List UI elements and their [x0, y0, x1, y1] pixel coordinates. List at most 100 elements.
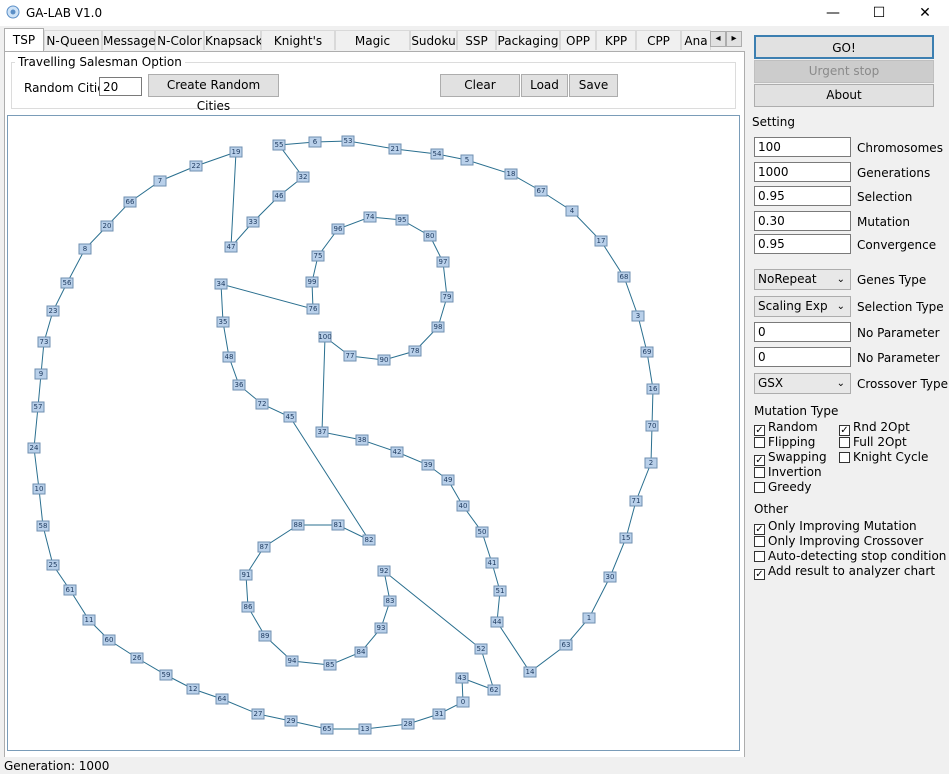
tsp-route-plot: 55 6 5321545186741768369167027115301631444… [27, 135, 660, 735]
svg-text:89: 89 [261, 632, 270, 640]
tab-message[interactable]: Message [102, 30, 156, 50]
city-node: 60 [102, 634, 116, 646]
city-node: 96 [331, 223, 345, 235]
tab-knights-tour[interactable]: Knight's Tour [261, 30, 335, 68]
checkbox-label: Only Improving Crossover [768, 534, 924, 548]
svg-text:49: 49 [444, 476, 453, 484]
tab-ssp[interactable]: SSP [457, 30, 496, 50]
tsp-canvas[interactable]: 55 6 53 21 54 5 18 67 4 17 68 3 69 16 70 2 71 15 30 1 63 14 44… [7, 115, 740, 751]
svg-text:95: 95 [398, 216, 407, 224]
city-node: 71 [629, 495, 643, 507]
tab-scroll-left-button[interactable]: ◂ [710, 31, 726, 47]
tab-tsp[interactable]: TSP [4, 28, 44, 52]
svg-text:5: 5 [465, 156, 469, 164]
tab-packaging[interactable]: Packaging [496, 30, 560, 50]
parameter-2-input[interactable]: 0 [754, 347, 851, 367]
tab-knapsack[interactable]: Knapsack [204, 30, 263, 50]
mutation-random-checkbox[interactable]: ✓ Random [754, 420, 818, 436]
tab-opp[interactable]: OPP [560, 30, 596, 50]
city-node: 84 [354, 646, 368, 658]
random-cities-input[interactable]: 20 [99, 77, 142, 96]
selection-type-select[interactable]: Scaling Exp ⌄ [754, 296, 851, 317]
svg-text:0: 0 [461, 698, 465, 706]
city-node: 12 [186, 683, 200, 695]
checkbox-label: Full 2Opt [853, 435, 907, 449]
city-node: 24 [27, 442, 41, 454]
tab-kpp[interactable]: KPP [596, 30, 636, 50]
minimize-button[interactable]: — [826, 5, 840, 21]
tab-n-color[interactable]: N-Color [155, 30, 204, 50]
svg-text:2: 2 [649, 459, 653, 467]
genes-type-select[interactable]: NoRepeat ⌄ [754, 269, 851, 290]
go-button[interactable]: GO! [754, 35, 934, 59]
svg-text:3: 3 [636, 312, 640, 320]
city-node: 27 [251, 708, 265, 720]
mutation-invertion-checkbox[interactable]: Invertion [754, 465, 822, 480]
mutation-full-2opt-checkbox[interactable]: Full 2Opt [839, 435, 907, 450]
city-node: 22 [189, 160, 203, 172]
tab-cpp[interactable]: CPP [636, 30, 681, 50]
auto-detect-stop-checkbox[interactable]: Auto-detecting stop condition [754, 549, 946, 564]
city-node: 70 [645, 420, 659, 432]
city-node: 55 [272, 139, 286, 151]
city-node: 14 [523, 666, 537, 678]
tab-scroll-right-button[interactable]: ▸ [726, 31, 742, 47]
selection-input[interactable]: 0.95 [754, 186, 851, 206]
tab-sudoku[interactable]: Sudoku [410, 30, 457, 50]
city-node: 69 [640, 346, 654, 358]
create-random-cities-button[interactable]: Create Random Cities [148, 74, 279, 113]
svg-text:50: 50 [478, 528, 487, 536]
city-node: 73 [37, 336, 51, 348]
city-node: 76 [306, 303, 320, 315]
tab-n-queen[interactable]: N-Queen [44, 30, 102, 50]
mutation-flipping-checkbox[interactable]: Flipping [754, 435, 815, 450]
city-node: 85 [323, 659, 337, 671]
tab-magic-square[interactable]: Magic Square [335, 30, 410, 68]
about-button[interactable]: About [754, 84, 934, 107]
parameter-1-input[interactable]: 0 [754, 322, 851, 342]
mutation-input[interactable]: 0.30 [754, 211, 851, 231]
city-node: 3 [631, 310, 645, 322]
urgent-stop-button[interactable]: Urgent stop [754, 60, 934, 83]
mutation-greedy-checkbox[interactable]: Greedy [754, 480, 811, 495]
maximize-button[interactable]: ☐ [872, 5, 886, 21]
checkbox-label: Swapping [768, 450, 827, 464]
svg-text:51: 51 [496, 587, 505, 595]
generations-input[interactable]: 1000 [754, 162, 851, 182]
chromosomes-input[interactable]: 100 [754, 137, 851, 157]
city-node: 77 [343, 350, 357, 362]
mutation-knight-cycle-checkbox[interactable]: Knight Cycle [839, 450, 928, 465]
city-node: 67 [534, 185, 548, 197]
city-node: 75 [311, 250, 325, 262]
city-node: 17 [594, 235, 608, 247]
only-improving-crossover-checkbox[interactable]: Only Improving Crossover [754, 534, 923, 549]
svg-text:15: 15 [622, 534, 631, 542]
city-node: 45 [283, 411, 297, 423]
tsp-route-line [33, 140, 654, 730]
city-node: 74 [363, 211, 377, 223]
save-button[interactable]: Save [569, 74, 618, 97]
city-node: 28 [401, 718, 415, 730]
chevron-down-icon: ⌄ [836, 274, 845, 285]
tab-analyzer[interactable]: Ana [681, 30, 711, 50]
city-node: 68 [617, 271, 631, 283]
load-button[interactable]: Load [521, 74, 568, 97]
only-improving-mutation-checkbox[interactable]: ✓ Only Improving Mutation [754, 519, 917, 535]
svg-text:13: 13 [361, 725, 370, 733]
convergence-input[interactable]: 0.95 [754, 234, 851, 254]
add-to-analyzer-checkbox[interactable]: ✓ Add result to analyzer chart [754, 564, 935, 580]
city-node: 39 [421, 459, 435, 471]
city-node: 32 [296, 171, 310, 183]
city-node: 51 [493, 585, 507, 597]
mutation-rnd-2opt-checkbox[interactable]: ✓ Rnd 2Opt [839, 420, 910, 436]
crossover-type-select[interactable]: GSX ⌄ [754, 373, 851, 394]
city-node: 18 [504, 168, 518, 180]
mutation-swapping-checkbox[interactable]: ✓ Swapping [754, 450, 827, 466]
checkbox-mark: ✓ [754, 455, 765, 466]
clear-button[interactable]: Clear [440, 74, 520, 97]
svg-text:22: 22 [192, 162, 201, 170]
svg-text:25: 25 [49, 561, 58, 569]
close-button[interactable]: ✕ [919, 5, 931, 21]
city-node: 33 [246, 216, 260, 228]
svg-text:41: 41 [488, 559, 497, 567]
